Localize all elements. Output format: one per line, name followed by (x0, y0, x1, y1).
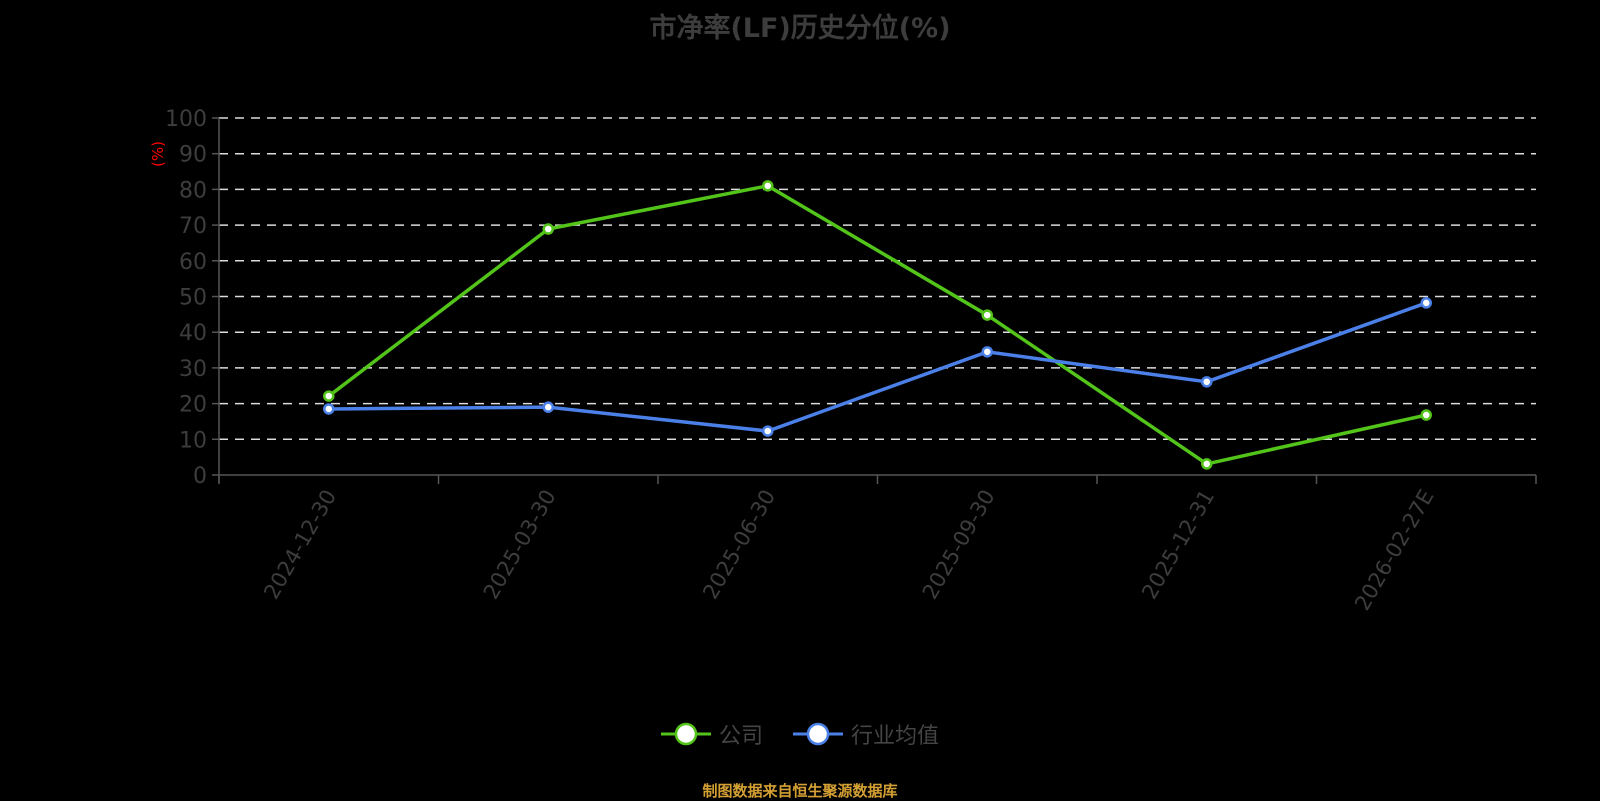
legend-item-company[interactable]: 公司 (660, 718, 763, 750)
data-point[interactable] (981, 346, 993, 358)
y-tick-label: 90 (179, 143, 207, 168)
x-tick-label: 2024-12-30 (259, 486, 341, 604)
y-tick-label: 0 (193, 464, 207, 489)
y-tick-label: 40 (179, 321, 207, 346)
x-tick-label: 2025-09-30 (918, 486, 1000, 604)
data-point[interactable] (542, 223, 554, 235)
line-chart: 0 10 20 30 40 50 60 70 80 90 100 2024-12-30 2025-03-… (165, 107, 1537, 615)
x-tick-label: 2025-03-30 (479, 486, 561, 604)
data-point[interactable] (1420, 409, 1432, 421)
data-point[interactable] (981, 309, 993, 321)
y-tick-label: 60 (179, 250, 207, 275)
y-tick-label: 50 (179, 286, 207, 311)
legend: 公司 行业均值 (0, 718, 1600, 750)
x-tick-label: 2026-02-27E (1350, 486, 1438, 615)
y-tick-label: 20 (179, 393, 207, 418)
chart-title: 市净率(LF)历史分位(%) (649, 13, 951, 44)
data-point[interactable] (542, 401, 554, 413)
legend-marker-industry-icon (793, 722, 843, 746)
data-point[interactable] (1201, 376, 1213, 388)
y-tick-label: 100 (165, 107, 207, 132)
y-tick-label: 80 (179, 178, 207, 203)
data-point[interactable] (762, 425, 774, 437)
y-tick-label: 70 (179, 214, 207, 239)
y-tick-label: 30 (179, 357, 207, 382)
data-source-footer: 制图数据来自恒生聚源数据库 (702, 782, 898, 800)
data-point[interactable] (323, 390, 335, 402)
x-tick-label: 2025-06-30 (698, 486, 780, 604)
data-point[interactable] (1420, 297, 1432, 309)
x-tick-label: 2025-12-31 (1137, 486, 1219, 604)
data-point[interactable] (323, 403, 335, 415)
legend-label-industry: 行业均值 (851, 724, 940, 749)
data-point[interactable] (1201, 458, 1213, 470)
data-point[interactable] (762, 180, 774, 192)
legend-marker-company-icon (660, 722, 711, 746)
series-line (327, 184, 1427, 466)
legend-label-company: 公司 (718, 724, 763, 749)
series-line (328, 301, 1427, 433)
legend-item-industry[interactable]: 行业均值 (793, 718, 939, 750)
y-tick-label: 10 (179, 428, 207, 453)
